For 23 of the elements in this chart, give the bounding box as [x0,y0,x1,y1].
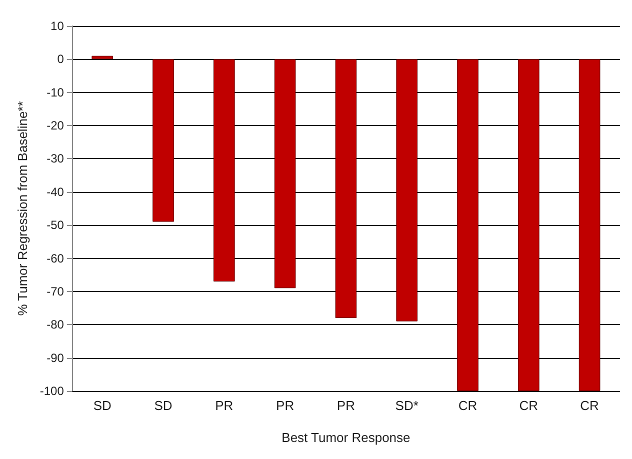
y-tick-label: 0 [57,52,64,66]
y-tick-label: -90 [46,350,64,365]
x-tick-label: SD [154,398,172,413]
y-tick-label: -100 [40,384,64,398]
x-axis-title: Best Tumor Response [282,430,410,445]
x-tick-label: CR [458,398,478,413]
x-tick-label: PR [215,398,234,413]
y-tick-label: -70 [46,284,64,298]
x-tick-label: PR [336,398,355,413]
y-tick-label: -80 [46,318,64,332]
y-tick-label: -50 [46,218,64,232]
x-tick-label: SD* [395,398,418,413]
y-axis-title: % Tumor Regression from Baseline** [15,101,30,316]
y-tick-label: -60 [46,251,64,266]
y-tick-label: -10 [46,85,64,100]
x-tick-label: CR [519,398,538,413]
y-tick-label: -20 [46,118,64,133]
y-tick-label: -40 [46,184,64,199]
x-tick-label: SD [93,398,112,413]
y-tick-label: 10 [50,19,64,33]
x-tick-label: CR [580,398,599,413]
y-tick-label: -30 [46,152,64,166]
x-tick-label: PR [276,398,294,413]
